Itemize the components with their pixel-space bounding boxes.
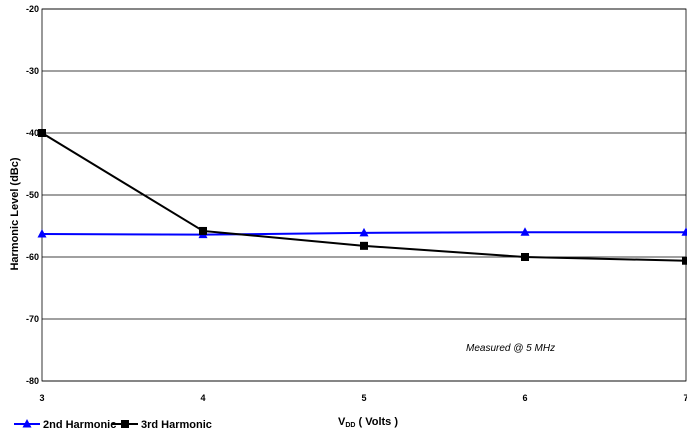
series-1	[37, 227, 687, 239]
data-point-1-1	[37, 229, 47, 238]
y-tick-label: -20	[26, 4, 39, 14]
y-axis-label: Harmonic Level (dBc)	[9, 157, 21, 270]
plot-border	[41, 8, 687, 382]
data-point-2-5	[682, 256, 687, 265]
legend-label: 3rd Harmonic	[141, 419, 212, 431]
y-tick-label: -40	[26, 128, 39, 138]
x-tick-label: 6	[522, 393, 527, 403]
y-tick-label: -30	[26, 66, 39, 76]
plot-area	[41, 8, 687, 382]
data-point-1-5	[681, 227, 687, 236]
gridlines	[42, 8, 686, 382]
data-point-1-3	[359, 227, 369, 237]
y-tick-label: -80	[26, 376, 39, 386]
data-point-2-1	[38, 129, 46, 137]
y-tick-label: -70	[26, 314, 39, 324]
y-tick-label: -50	[26, 190, 39, 200]
legend-marker	[22, 419, 32, 428]
legend-item-2: 3rd Harmonic	[112, 419, 212, 431]
x-tick-label: 4	[200, 393, 205, 403]
x-axis-label: VDD ( Volts )	[338, 416, 398, 429]
measurement-annotation: Measured @ 5 MHz	[466, 343, 555, 354]
x-axis-label-subscript: DD	[345, 422, 355, 429]
y-tick-labels: -20 -30 -40 -50 -60 -70 -80	[26, 4, 39, 386]
x-axis-label-rest: ( Volts )	[355, 416, 398, 428]
series-line-2	[41, 132, 687, 262]
legend: 2nd Harmonic 3rd Harmonic	[14, 419, 212, 431]
legend-marker	[121, 420, 129, 428]
legend-item-1: 2nd Harmonic	[14, 419, 116, 431]
data-point-2-2	[199, 226, 207, 235]
x-tick-labels: 3 4 5 6 7	[39, 393, 687, 403]
series-group	[37, 129, 687, 265]
legend-label: 2nd Harmonic	[43, 419, 116, 431]
x-tick-label: 3	[39, 393, 44, 403]
data-point-2-3	[360, 241, 368, 250]
data-point-2-4	[521, 253, 529, 261]
x-tick-label: 7	[683, 393, 687, 403]
x-axis-label-main: V	[338, 416, 346, 428]
series-2	[38, 129, 687, 265]
data-point-1-4	[520, 227, 530, 236]
y-tick-label: -60	[26, 252, 39, 262]
x-tick-label: 5	[361, 393, 366, 403]
